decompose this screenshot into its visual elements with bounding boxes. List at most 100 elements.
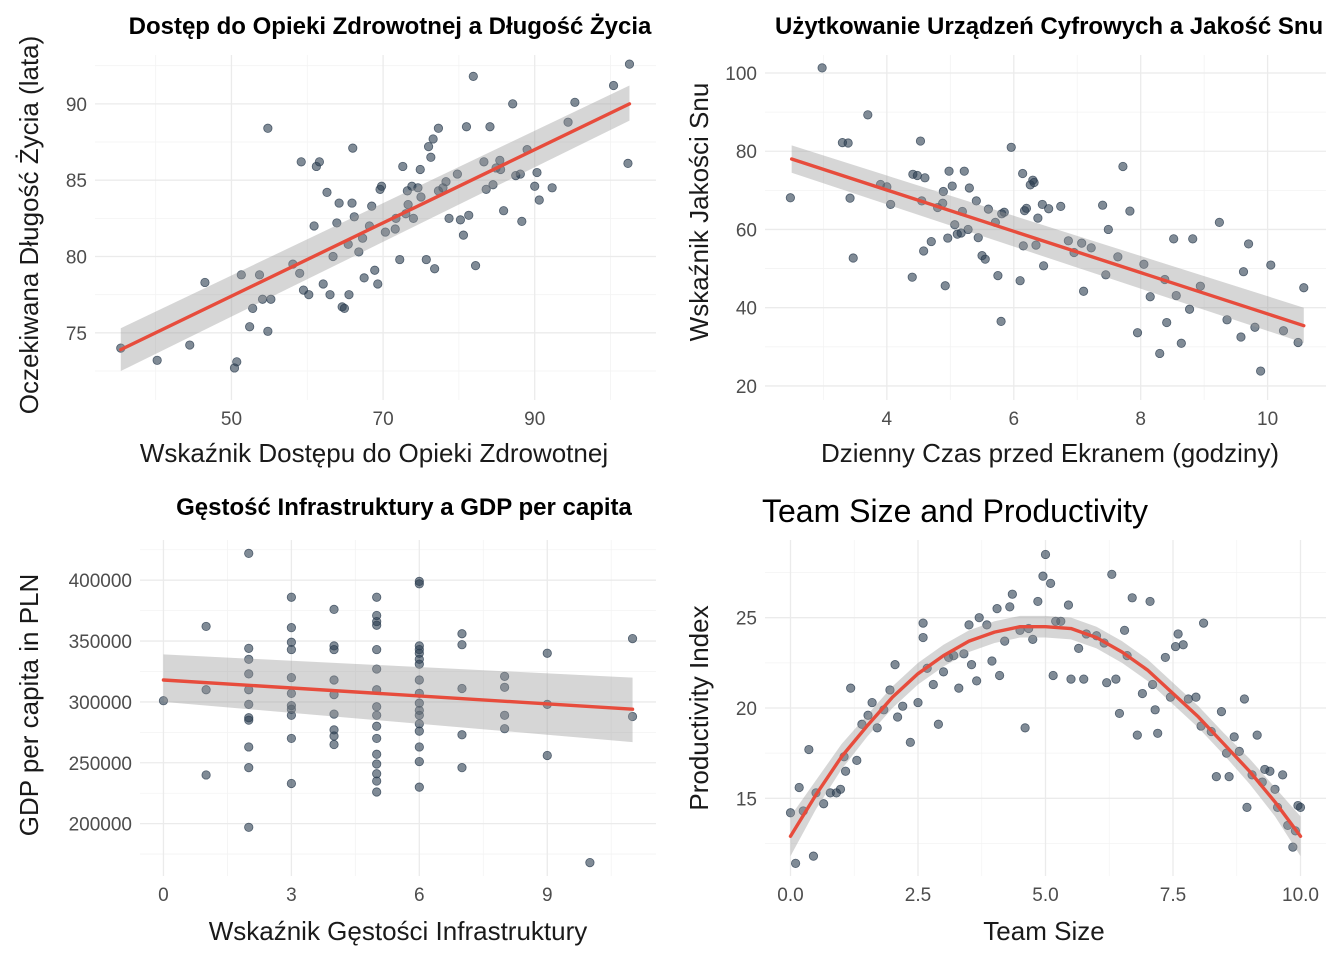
data-point [808,851,819,861]
data-point [309,221,319,231]
data-point [1170,641,1181,652]
data-point [918,618,928,628]
x-tick-label: 8 [1135,409,1146,430]
panel-health-life-expectancy: Dostęp do Opieki Zdrowotnej a Długość Ży… [14,13,656,468]
data-point [508,99,518,109]
data-point [1188,234,1198,244]
data-point [1098,200,1108,210]
panel-title: Użytkowanie Urządzeń Cyfrowych a Jakość … [775,13,1323,40]
data-point [1293,337,1303,348]
data-point [1038,571,1048,581]
data-point [286,733,296,744]
data-point [819,799,829,809]
data-point [344,290,354,300]
data-point [971,196,981,206]
data-point [959,166,969,176]
data-point [1114,708,1125,719]
x-axis-label: Wskaźnik Gęstości Infrastruktury [209,916,588,946]
y-tick-label: 20 [736,377,757,398]
data-point [286,644,296,655]
grid [765,55,1326,400]
data-point [907,272,917,282]
data-point [913,697,923,708]
data-point [372,721,382,731]
data-point [329,709,339,719]
data-point [286,778,296,789]
x-axis-label: Dzienny Czas przed Ekranem (godziny) [821,438,1279,468]
y-tick-label: 75 [66,324,87,345]
data-point [347,198,357,208]
data-point [996,316,1006,326]
data-point [938,186,948,197]
data-point [1132,328,1143,338]
y-tick-label: 80 [736,142,757,163]
data-point [1137,688,1148,699]
data-point [295,268,305,278]
data-point [329,644,339,655]
y-axis-label: Wskaźnik Jakości Snu [684,83,714,342]
data-point [372,759,382,769]
data-point [919,246,929,256]
data-point [542,648,552,658]
data-point [1033,596,1043,607]
data-point [1139,259,1149,269]
data-point [624,59,635,69]
data-point [892,712,903,722]
data-point [500,671,510,681]
data-point [843,138,853,148]
data-point [372,733,382,744]
data-point [1160,652,1170,663]
trend-line [789,157,1306,328]
data-point [372,787,382,797]
data-point [398,161,408,172]
data-point [785,808,796,818]
data-point [372,776,382,786]
data-point [1037,199,1047,210]
data-point [835,784,846,794]
data-point [933,719,944,729]
data-point [372,664,382,674]
data-point [329,739,339,750]
y-tick-label: 60 [736,220,757,241]
data-point [918,632,928,643]
data-point [359,273,369,283]
data-point [500,724,510,734]
data-point [974,613,984,623]
data-point [886,199,896,210]
x-tick-label: 10.0 [1282,885,1319,906]
x-tick-label: 70 [373,409,394,430]
data-point [920,173,930,183]
data-point [1018,168,1028,179]
data-point [867,697,877,708]
scatter-points [785,549,1306,868]
data-point [322,187,332,197]
confidence-band [163,654,633,743]
data-point [1111,674,1121,684]
data-point [457,763,467,773]
data-point [1021,203,1032,213]
data-point [947,181,957,191]
panel-title: Team Size and Productivity [762,493,1148,529]
data-point [885,685,895,695]
data-point [973,233,983,243]
y-tick-label: 400000 [69,571,132,592]
data-point [372,620,382,630]
data-point [1119,625,1130,635]
data-point [455,215,466,225]
data-point [254,270,265,280]
data-point [244,548,254,558]
data-point [395,254,405,265]
data-point [470,261,481,271]
data-point [1162,317,1172,328]
x-axis-label: Team Size [983,916,1104,946]
trend-line [161,678,635,711]
data-point [982,620,992,630]
data-point [1252,730,1262,740]
data-point [266,294,276,304]
x-tick-label: 3 [286,885,297,906]
grid [140,540,656,876]
data-point [817,63,827,73]
data-point [403,200,413,210]
scatter-points [785,63,1309,376]
